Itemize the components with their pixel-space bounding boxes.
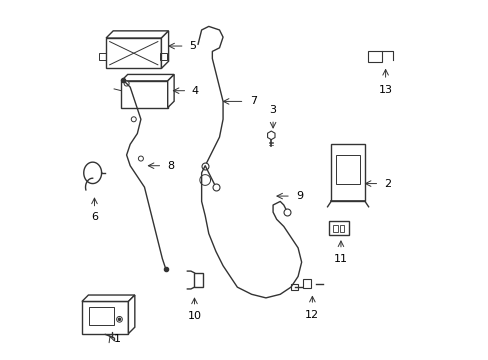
Bar xyxy=(89,307,114,325)
Circle shape xyxy=(116,316,122,322)
Circle shape xyxy=(131,117,136,122)
Text: 12: 12 xyxy=(305,310,319,320)
Text: 5: 5 xyxy=(189,41,196,51)
Bar xyxy=(302,279,311,288)
Circle shape xyxy=(124,81,129,86)
Text: 3: 3 xyxy=(269,105,276,114)
Bar xyxy=(99,53,106,60)
Bar xyxy=(291,284,297,291)
Polygon shape xyxy=(82,295,135,301)
Polygon shape xyxy=(121,75,174,81)
Bar xyxy=(160,53,166,60)
Bar xyxy=(328,221,348,235)
Polygon shape xyxy=(106,38,161,68)
Text: 8: 8 xyxy=(167,161,175,171)
Bar xyxy=(333,225,337,232)
Text: 4: 4 xyxy=(191,86,198,96)
Polygon shape xyxy=(82,301,128,334)
Polygon shape xyxy=(167,75,174,108)
Polygon shape xyxy=(121,81,167,108)
Bar xyxy=(330,144,365,202)
Polygon shape xyxy=(267,131,274,140)
Polygon shape xyxy=(106,31,168,38)
Text: 1: 1 xyxy=(114,334,121,344)
Bar xyxy=(367,51,381,62)
Text: 13: 13 xyxy=(378,85,392,95)
Text: 9: 9 xyxy=(296,191,303,201)
Bar xyxy=(193,273,202,287)
Polygon shape xyxy=(128,295,135,334)
Text: 10: 10 xyxy=(187,311,201,321)
Text: 7: 7 xyxy=(249,96,257,107)
Text: 2: 2 xyxy=(383,179,390,189)
Bar xyxy=(336,155,359,184)
Polygon shape xyxy=(161,31,168,68)
Text: 6: 6 xyxy=(91,212,98,222)
Text: 11: 11 xyxy=(333,254,347,264)
Bar xyxy=(339,225,344,232)
Circle shape xyxy=(118,318,121,320)
Circle shape xyxy=(138,156,143,161)
